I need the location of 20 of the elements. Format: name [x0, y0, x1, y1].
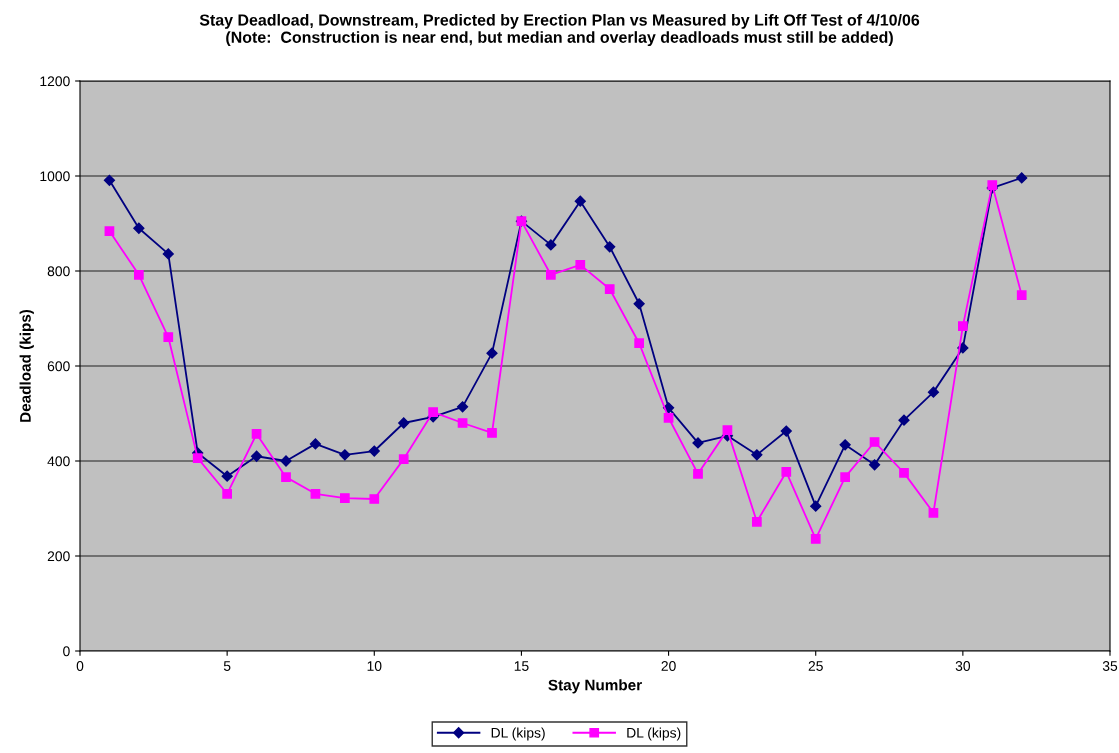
y-tick-label: 0 [63, 646, 70, 657]
x-axis-title: Stay Number [548, 679, 642, 694]
y-tick-label: 400 [47, 456, 70, 467]
x-tick-label: 20 [661, 661, 676, 671]
x-tick-label: 25 [808, 661, 823, 671]
y-tick-label: 800 [47, 266, 70, 277]
x-tick-label: 10 [367, 661, 382, 671]
legend-label: DL (kips) [491, 727, 545, 741]
x-tick-label: 0 [76, 661, 84, 671]
y-tick-label: 1200 [40, 76, 70, 87]
y-axis-title: Deadload (kips) [19, 309, 34, 422]
legend-label: DL (kips) [627, 727, 681, 741]
y-tick-label: 1000 [40, 171, 70, 182]
x-tick-label: 5 [223, 661, 231, 671]
y-tick-label: 600 [47, 361, 70, 372]
x-tick-label: 15 [514, 661, 529, 671]
x-tick-label: 30 [955, 661, 971, 671]
y-tick-label: 200 [47, 551, 70, 562]
x-tick-label: 35 [1102, 661, 1118, 671]
chart-title: Stay Deadload, Downstream, Predicted by Erection Plan vs Measured by Lift Off Test of 4/10/06 (Note: Construction is near end, but median and overlay deadloads must still be added) [199, 13, 920, 47]
